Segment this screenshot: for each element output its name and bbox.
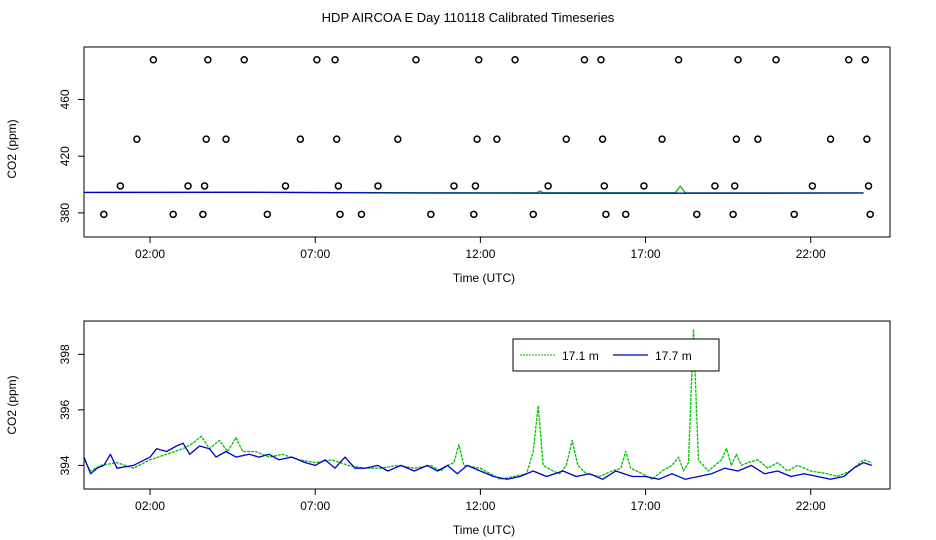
data-point [861,56,869,64]
data-point [544,182,552,190]
data-point [133,135,141,143]
data-point [427,210,435,219]
top-panel: Time (UTC) CO2 (ppm) 02:00 07:00 12:00 17:0… [5,46,891,285]
data-point [580,56,589,64]
data-point [331,56,339,64]
data-point [730,182,739,190]
bottom-line-series [83,328,873,480]
data-point [734,56,742,64]
top-y-tick-label: 380 [58,203,72,223]
data-point [169,210,177,219]
data-point [332,135,341,143]
data-point [281,182,290,190]
bottom-x-tick-label: 22:00 [796,499,826,513]
bottom-panel: Time (UTC) CO2 (ppm) 02:00 07:00 12:00 17:0… [5,320,891,537]
bottom-y-tick-label: 396 [58,400,72,420]
data-point [336,210,344,219]
bottom-y-axis-label: CO2 (ppm) [5,375,19,434]
bottom-x-tick-label: 07:00 [300,499,330,513]
top-y-axis-label: CO2 (ppm) [5,119,19,178]
data-point [693,210,701,219]
top-series-line-blue [83,191,864,194]
data-point [844,56,853,64]
data-point [866,210,874,219]
top-plot-frame [83,46,891,238]
data-point [374,182,382,190]
data-point [732,135,741,143]
data-point [864,182,873,190]
top-y-tick-label: 460 [58,89,72,109]
bottom-x-axis-label: Time (UTC) [453,523,515,537]
legend-label-17-1-m: 17.1 m [562,349,599,363]
bottom-x-tick-label: 02:00 [135,499,165,513]
chart-title: HDP AIRCOA E Day 110118 Calibrated Times… [322,10,615,25]
top-x-axis: 02:00 07:00 12:00 17:00 22:00 [135,237,826,261]
top-x-tick-label: 07:00 [300,247,330,261]
data-point [562,135,571,143]
top-x-tick-label: 12:00 [465,247,495,261]
data-point [772,56,780,64]
data-point [808,182,817,190]
data-point [412,56,420,64]
data-point [100,210,108,219]
data-point [116,182,125,190]
top-x-tick-label: 22:00 [796,247,826,261]
legend-label-17-7-m: 17.7 m [655,349,692,363]
bottom-x-tick-label: 17:00 [631,499,661,513]
data-point [204,56,212,64]
data-point [790,210,798,219]
series-line-green [83,328,873,480]
data-point [296,135,305,143]
data-point [598,135,607,143]
bottom-x-axis: 02:00 07:00 12:00 17:00 22:00 [135,489,826,513]
data-point [394,135,402,143]
data-point [602,210,610,219]
data-point [313,56,321,64]
data-point [450,182,458,190]
data-point [471,182,480,190]
data-point [863,135,871,143]
bottom-y-axis: 394 396 398 [58,344,84,475]
data-point [754,135,762,143]
data-point [200,182,209,190]
data-point [711,182,719,190]
data-point [473,135,481,143]
data-point [826,135,835,143]
top-x-tick-label: 17:00 [631,247,661,261]
data-point [240,56,248,64]
data-point [600,182,609,190]
top-y-axis: 380 420 460 [58,89,84,223]
bottom-y-tick-label: 394 [58,455,72,475]
top-x-tick-label: 02:00 [135,247,165,261]
data-point [184,182,192,190]
data-point [202,135,210,143]
data-point [674,56,683,64]
data-point [199,210,207,219]
legend: 17.1 m 17.7 m [512,338,720,372]
data-point [263,210,272,219]
bottom-plot-frame [83,320,891,490]
data-point [149,56,158,64]
bottom-y-tick-label: 398 [58,344,72,364]
data-point [621,210,630,219]
data-point [493,135,501,143]
data-point [640,182,648,190]
data-point [357,210,366,219]
series-line-blue [83,442,873,480]
data-point [474,56,483,64]
top-x-axis-label: Time (UTC) [453,271,515,285]
top-scatter-series [100,56,874,219]
data-point [729,210,737,219]
data-point [529,210,537,219]
top-y-tick-label: 420 [58,146,72,166]
data-point [597,56,605,64]
data-point [470,210,478,219]
data-point [222,135,230,143]
data-point [511,56,519,64]
data-point [334,182,343,190]
bottom-x-tick-label: 12:00 [465,499,495,513]
top-line-series [83,185,864,194]
data-point [658,135,666,143]
